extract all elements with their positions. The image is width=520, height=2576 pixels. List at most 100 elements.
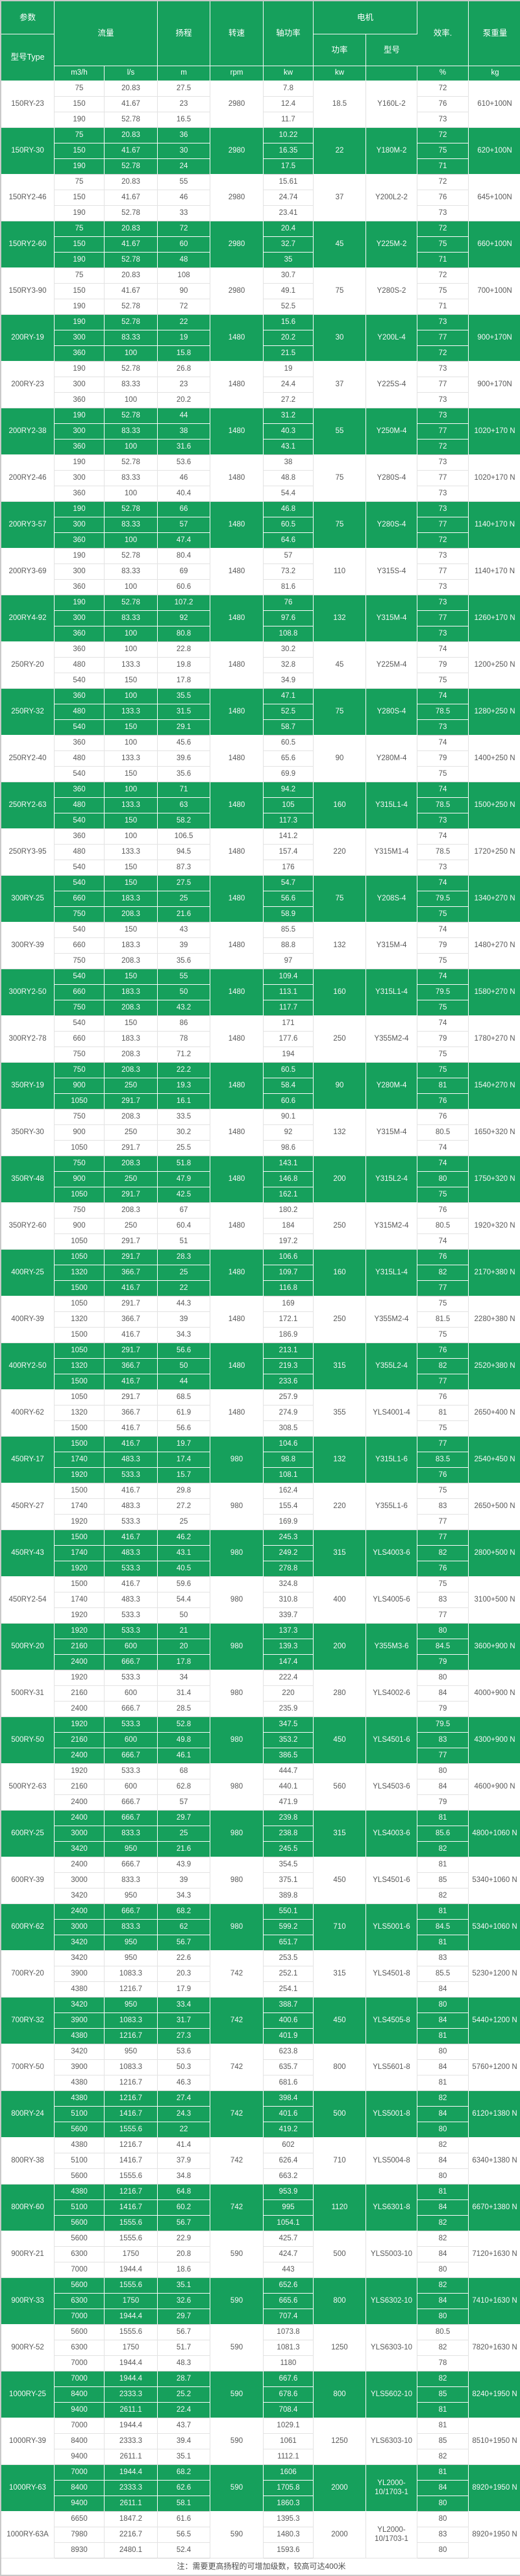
head-m: 50.3 bbox=[158, 2060, 211, 2075]
flow-m3h: 300 bbox=[55, 517, 105, 533]
efficiency: 82 bbox=[417, 2449, 469, 2465]
motor-power: 132 bbox=[314, 595, 367, 642]
flow-ls: 100 bbox=[105, 346, 158, 362]
head-m: 22.9 bbox=[158, 2231, 211, 2247]
flow-ls: 83.33 bbox=[105, 330, 158, 346]
flow-ls: 666.7 bbox=[105, 1795, 158, 1811]
flow-m3h: 1920 bbox=[55, 1561, 105, 1577]
flow-ls: 150 bbox=[105, 720, 158, 736]
efficiency: 77 bbox=[417, 1748, 469, 1764]
motor-model: Y315M-4 bbox=[366, 923, 418, 969]
pump-weight: 5340+1060 N bbox=[469, 1904, 520, 1951]
shaft-power: 239.8 bbox=[264, 1811, 314, 1826]
shaft-power: 157.4 bbox=[264, 845, 314, 860]
shaft-power: 94.2 bbox=[264, 782, 314, 798]
head-m: 22.8 bbox=[158, 642, 211, 658]
flow-m3h: 540 bbox=[55, 876, 105, 891]
efficiency: 84 bbox=[417, 1982, 469, 1998]
table-header: 参数 流量 扬程 转速 轴功率 电机 效率. 泵重量 型号Type 功率 型号 … bbox=[1, 1, 520, 81]
flow-ls: 250 bbox=[105, 1078, 158, 1094]
efficiency: 75 bbox=[417, 1187, 469, 1203]
motor-model: YLS5601-8 bbox=[366, 2044, 418, 2091]
pump-group-row: 150 41.67 46 24.74 76 bbox=[1, 190, 520, 206]
efficiency: 74 bbox=[417, 782, 469, 798]
efficiency: 84 bbox=[417, 2294, 469, 2309]
flow-ls: 833.3 bbox=[105, 1826, 158, 1842]
pump-weight: 2650+400 N bbox=[469, 1390, 520, 1437]
efficiency: 83 bbox=[417, 1951, 469, 1966]
efficiency: 75 bbox=[417, 673, 469, 689]
flow-m3h: 5600 bbox=[55, 2278, 105, 2294]
pump-group-row: 250RY2-63 360 100 71 1480 94.2 160 Y315L1-4 74 15… bbox=[1, 782, 520, 829]
flow-ls: 100 bbox=[105, 533, 158, 549]
flow-m3h: 900 bbox=[55, 1219, 105, 1234]
flow-ls: 1216.7 bbox=[105, 2075, 158, 2091]
head-m: 15.8 bbox=[158, 346, 211, 362]
shaft-power: 953.9 bbox=[264, 2185, 314, 2200]
efficiency: 81 bbox=[417, 2465, 469, 2481]
head-m: 39.4 bbox=[158, 2434, 211, 2449]
pump-model: 450RY-27 bbox=[1, 1483, 55, 1530]
flow-ls: 1944.4 bbox=[105, 2465, 158, 2481]
flow-m3h: 360 bbox=[55, 533, 105, 549]
motor-model: YLS4501-6 bbox=[366, 1857, 418, 1904]
flow-ls: 666.7 bbox=[105, 1655, 158, 1670]
motor-power: 200 bbox=[314, 1156, 367, 1203]
head-m: 33 bbox=[158, 206, 211, 221]
shaft-power: 678.6 bbox=[264, 2387, 314, 2403]
shaft-power: 249.2 bbox=[264, 1546, 314, 1561]
head-m: 62.6 bbox=[158, 2481, 211, 2496]
pump-group-row: 250RY2-40 360 100 45.6 1480 60.5 90 Y280M-4 74 14… bbox=[1, 736, 520, 782]
flow-m3h: 360 bbox=[55, 642, 105, 658]
shaft-power: 46.8 bbox=[264, 502, 314, 517]
flow-ls: 133.3 bbox=[105, 798, 158, 813]
pump-group-row: 360 100 60.6 81.6 73 bbox=[1, 580, 520, 595]
efficiency: 77 bbox=[417, 330, 469, 346]
flow-m3h: 660 bbox=[55, 891, 105, 907]
pump-group-row: 1000RY-39 7000 1944.4 43.7 590 1029.1 1250 YLS6… bbox=[1, 2418, 520, 2465]
shaft-power: 171 bbox=[264, 1016, 314, 1032]
motor-model: YL2000-10/1703-1 bbox=[366, 2465, 418, 2512]
pump-group: 600RY-25 2400 666.7 29.7 980 239.8 315 YLS4003-… bbox=[1, 1811, 520, 1857]
head-m: 44 bbox=[158, 1374, 211, 1390]
pump-group-row: 3900 1083.3 50.3 635.7 84 bbox=[1, 2060, 520, 2075]
pump-group-row: 1320 366.7 50 219.3 82 bbox=[1, 1359, 520, 1374]
flow-m3h: 660 bbox=[55, 1032, 105, 1047]
motor-model: Y315L1-4 bbox=[366, 782, 418, 829]
shaft-power: 81.6 bbox=[264, 580, 314, 595]
pump-group: 150RY-30 75 20.83 36 2980 10.22 22 Y180M-2 72 620… bbox=[1, 128, 520, 175]
flow-m3h: 1050 bbox=[55, 1390, 105, 1406]
pump-model: 200RY-23 bbox=[1, 362, 55, 408]
shaft-power: 137.3 bbox=[264, 1624, 314, 1639]
flow-ls: 100 bbox=[105, 486, 158, 502]
flow-ls: 100 bbox=[105, 829, 158, 845]
shaft-power: 20.4 bbox=[264, 221, 314, 237]
head-m: 46 bbox=[158, 471, 211, 486]
head-m: 39 bbox=[158, 1873, 211, 1889]
shaft-power: 1180 bbox=[264, 2356, 314, 2372]
motor-model: Y355M3-6 bbox=[366, 1624, 418, 1670]
shaft-power: 23.41 bbox=[264, 206, 314, 221]
head-m: 40.4 bbox=[158, 486, 211, 502]
head-m: 54.4 bbox=[158, 1592, 211, 1608]
head-m: 43.2 bbox=[158, 1000, 211, 1016]
flow-ls: 291.7 bbox=[105, 1187, 158, 1203]
shaft-power: 354.5 bbox=[264, 1857, 314, 1873]
shaft-power: 440.1 bbox=[264, 1779, 314, 1795]
flow-ls: 1944.4 bbox=[105, 2356, 158, 2372]
pump-group-row: 150RY2-46 75 20.83 55 2980 15.61 37 Y200L2-2 72 6… bbox=[1, 175, 520, 221]
flow-ls: 52.78 bbox=[105, 408, 158, 424]
pump-group-row: 6300 1750 51.7 1081.3 82 bbox=[1, 2340, 520, 2356]
flow-ls: 208.3 bbox=[105, 1000, 158, 1016]
pump-group-row: 190 52.78 33 23.41 73 bbox=[1, 206, 520, 221]
unit-efficiency: % bbox=[417, 66, 469, 81]
flow-ls: 1416.7 bbox=[105, 2107, 158, 2122]
pump-group: 400RY-62 1050 291.7 68.5 1480 257.9 355 YLS4001… bbox=[1, 1390, 520, 1437]
pump-group-row: 190 52.78 72 52.5 71 bbox=[1, 299, 520, 315]
efficiency: 84 bbox=[417, 2247, 469, 2262]
efficiency: 80 bbox=[417, 2122, 469, 2138]
efficiency: 76 bbox=[417, 190, 469, 206]
head-m: 27.3 bbox=[158, 2029, 211, 2044]
pump-group: 300RY-39 540 150 43 1480 85.5 132 Y315M-4 74 1480… bbox=[1, 923, 520, 969]
